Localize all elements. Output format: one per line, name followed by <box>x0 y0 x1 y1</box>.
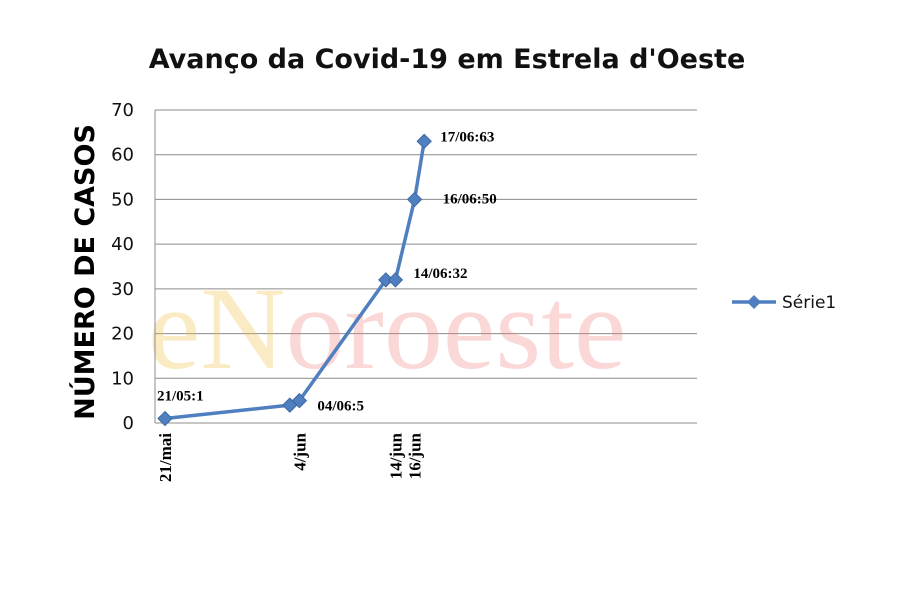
x-tick-label: 16/jun <box>406 432 425 479</box>
y-tick-label: 70 <box>111 100 134 121</box>
data-label: 21/05:1 <box>157 389 204 405</box>
y-tick-label: 10 <box>111 368 134 389</box>
data-label: 17/06:63 <box>440 129 494 145</box>
data-marker <box>416 133 432 150</box>
y-tick-label: 0 <box>123 413 134 434</box>
data-marker <box>406 191 423 208</box>
data-labels: 21/05:1 04/06:5 14/06:32 16/06:50 17/06:63 <box>157 129 497 414</box>
y-tick-label: 20 <box>111 324 134 345</box>
legend-label: Série1 <box>782 293 836 313</box>
data-marker <box>157 410 173 427</box>
watermark: eNoroeste <box>148 263 626 394</box>
data-marker <box>387 272 404 288</box>
y-tick-label: 60 <box>111 145 134 166</box>
data-label: 04/06:5 <box>317 399 364 415</box>
axes <box>154 110 697 424</box>
legend-marker <box>747 295 761 309</box>
data-label: 14/06:32 <box>413 266 467 282</box>
data-marker <box>291 392 308 409</box>
y-axis-label: NÚMERO DE CASOS <box>69 124 101 420</box>
gridlines <box>155 109 697 379</box>
legend: Série1 <box>732 293 836 313</box>
x-tick-labels: 21/mai 4/jun 14/jun 16/jun <box>156 432 425 482</box>
y-tick-label: 30 <box>111 279 134 300</box>
y-tick-labels: 0 10 20 30 40 50 60 70 <box>111 100 134 434</box>
y-tick-label: 50 <box>111 189 134 210</box>
data-markers <box>157 133 432 427</box>
chart-title: Avanço da Covid-19 em Estrela d'Oeste <box>149 44 746 75</box>
x-tick-label: 4/jun <box>290 432 309 470</box>
watermark-text: eNoroeste <box>148 263 626 394</box>
x-tick-label: 21/mai <box>156 433 175 482</box>
x-tick-label: 14/jun <box>386 432 405 479</box>
data-label: 16/06:50 <box>443 191 497 207</box>
y-tick-label: 40 <box>111 234 134 255</box>
